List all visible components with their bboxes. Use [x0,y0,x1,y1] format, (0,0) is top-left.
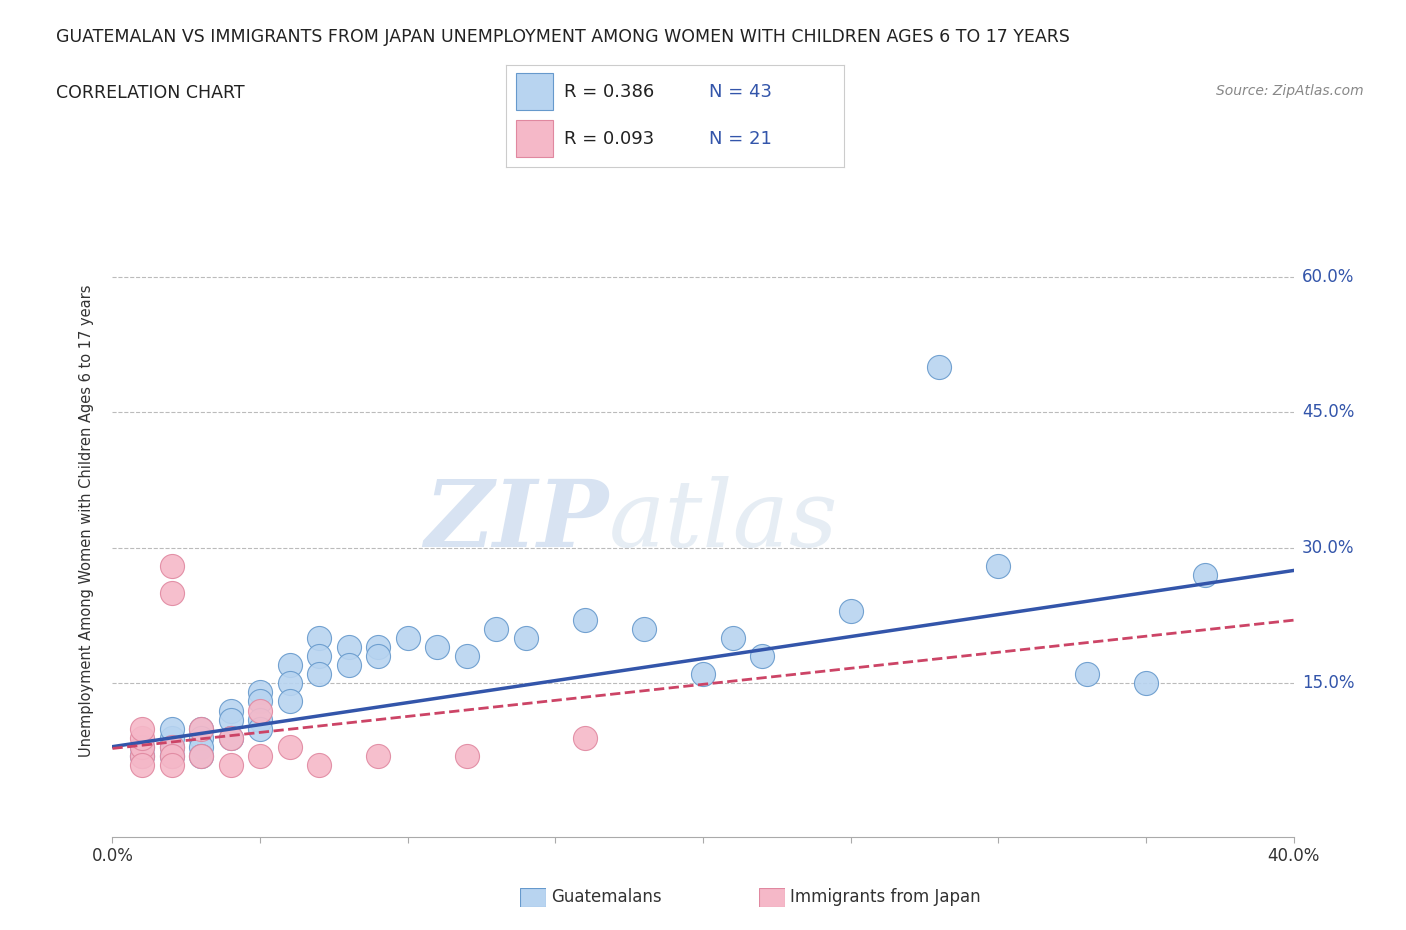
Point [574,730,596,745]
Bar [516,73,554,110]
Point [721,631,744,645]
Point [1135,676,1157,691]
Point [160,586,183,601]
Text: R = 0.386: R = 0.386 [564,83,654,100]
Point [692,667,714,682]
Point [160,739,183,754]
Point [190,749,212,764]
Point [367,640,389,655]
Point [219,730,242,745]
Point [839,604,862,618]
Point [219,712,242,727]
Point [131,749,153,764]
Point [396,631,419,645]
Point [278,694,301,709]
Point [751,649,773,664]
Point [131,721,153,736]
Point [249,749,271,764]
Point [456,749,478,764]
Text: R = 0.093: R = 0.093 [564,130,654,148]
Text: atlas: atlas [609,476,838,565]
Point [1076,667,1098,682]
Point [278,676,301,691]
Point [515,631,537,645]
Point [337,658,360,672]
Y-axis label: Unemployment Among Women with Children Ages 6 to 17 years: Unemployment Among Women with Children A… [79,285,94,757]
Text: N = 43: N = 43 [709,83,772,100]
Point [928,360,950,375]
Text: 15.0%: 15.0% [1302,674,1354,693]
Point [160,757,183,772]
Point [426,640,449,655]
Text: Source: ZipAtlas.com: Source: ZipAtlas.com [1216,84,1364,98]
Point [160,749,183,764]
Point [485,622,508,637]
Point [190,721,212,736]
Point [131,749,153,764]
Point [574,613,596,628]
Text: Guatemalans: Guatemalans [551,888,662,907]
Point [219,730,242,745]
Point [160,559,183,574]
Text: 30.0%: 30.0% [1302,538,1354,557]
Point [160,739,183,754]
Point [219,703,242,718]
Point [160,749,183,764]
Point [1194,567,1216,582]
Point [131,739,153,754]
Point [367,649,389,664]
Point [249,694,271,709]
Bar [516,120,554,157]
Point [308,667,330,682]
Point [249,712,271,727]
Point [160,730,183,745]
Point [131,730,153,745]
Point [633,622,655,637]
Point [131,757,153,772]
Point [367,749,389,764]
Point [308,757,330,772]
Point [190,739,212,754]
Text: GUATEMALAN VS IMMIGRANTS FROM JAPAN UNEMPLOYMENT AMONG WOMEN WITH CHILDREN AGES : GUATEMALAN VS IMMIGRANTS FROM JAPAN UNEM… [56,28,1070,46]
Point [249,685,271,700]
Text: ZIP: ZIP [425,476,609,565]
Point [131,739,153,754]
Point [219,757,242,772]
Text: N = 21: N = 21 [709,130,772,148]
Point [249,721,271,736]
Text: CORRELATION CHART: CORRELATION CHART [56,84,245,101]
Point [337,640,360,655]
Point [308,631,330,645]
Text: 60.0%: 60.0% [1302,268,1354,286]
Text: Immigrants from Japan: Immigrants from Japan [790,888,981,907]
Point [308,649,330,664]
Point [456,649,478,664]
Point [160,721,183,736]
Point [278,739,301,754]
Point [190,730,212,745]
Point [249,703,271,718]
Point [190,721,212,736]
Point [190,749,212,764]
Point [278,658,301,672]
Point [987,559,1010,574]
Text: 45.0%: 45.0% [1302,404,1354,421]
